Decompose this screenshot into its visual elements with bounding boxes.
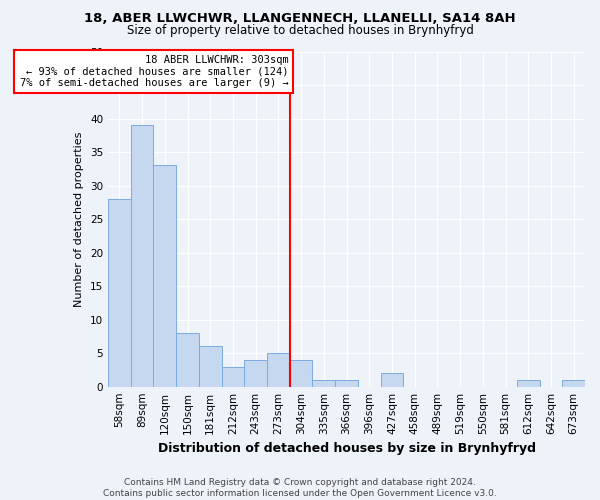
Bar xyxy=(335,380,358,386)
Bar xyxy=(131,125,154,386)
Text: Size of property relative to detached houses in Brynhyfryd: Size of property relative to detached ho… xyxy=(127,24,473,37)
Bar xyxy=(562,380,585,386)
Bar xyxy=(221,366,244,386)
Bar xyxy=(176,333,199,386)
Bar xyxy=(290,360,313,386)
Text: 18 ABER LLWCHWR: 303sqm
← 93% of detached houses are smaller (124)
7% of semi-de: 18 ABER LLWCHWR: 303sqm ← 93% of detache… xyxy=(20,55,288,88)
Bar xyxy=(517,380,539,386)
Bar xyxy=(108,199,131,386)
X-axis label: Distribution of detached houses by size in Brynhyfryd: Distribution of detached houses by size … xyxy=(158,442,536,455)
Bar xyxy=(244,360,267,386)
Y-axis label: Number of detached properties: Number of detached properties xyxy=(74,132,85,307)
Text: 18, ABER LLWCHWR, LLANGENNECH, LLANELLI, SA14 8AH: 18, ABER LLWCHWR, LLANGENNECH, LLANELLI,… xyxy=(84,12,516,26)
Bar xyxy=(380,374,403,386)
Text: Contains HM Land Registry data © Crown copyright and database right 2024.
Contai: Contains HM Land Registry data © Crown c… xyxy=(103,478,497,498)
Bar xyxy=(267,353,290,386)
Bar xyxy=(313,380,335,386)
Bar xyxy=(154,166,176,386)
Bar xyxy=(199,346,221,387)
